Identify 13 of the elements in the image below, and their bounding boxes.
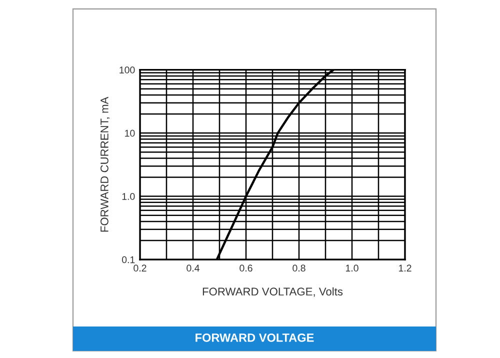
y-tick-label: 100 <box>120 66 135 74</box>
y-tick-label: 1.0 <box>122 193 135 200</box>
x-tick-label: 0.2 <box>134 264 146 272</box>
x-tick-label: 0.8 <box>292 264 306 272</box>
y-tick-label: 10 <box>125 130 135 137</box>
x-tick-label: 1.2 <box>398 264 412 272</box>
x-tick-label: 0.6 <box>240 264 252 272</box>
y-tick-label: 0.1 <box>122 256 135 264</box>
x-axis-title: FORWARD VOLTAGE, Volts <box>202 287 343 297</box>
x-tick-label: 0.4 <box>186 264 200 272</box>
y-axis-title: FORWARD CURRENT, mA <box>100 96 110 232</box>
x-tick-label: 1.0 <box>346 264 358 272</box>
text: FORWARD VOLTAGE <box>196 333 314 342</box>
